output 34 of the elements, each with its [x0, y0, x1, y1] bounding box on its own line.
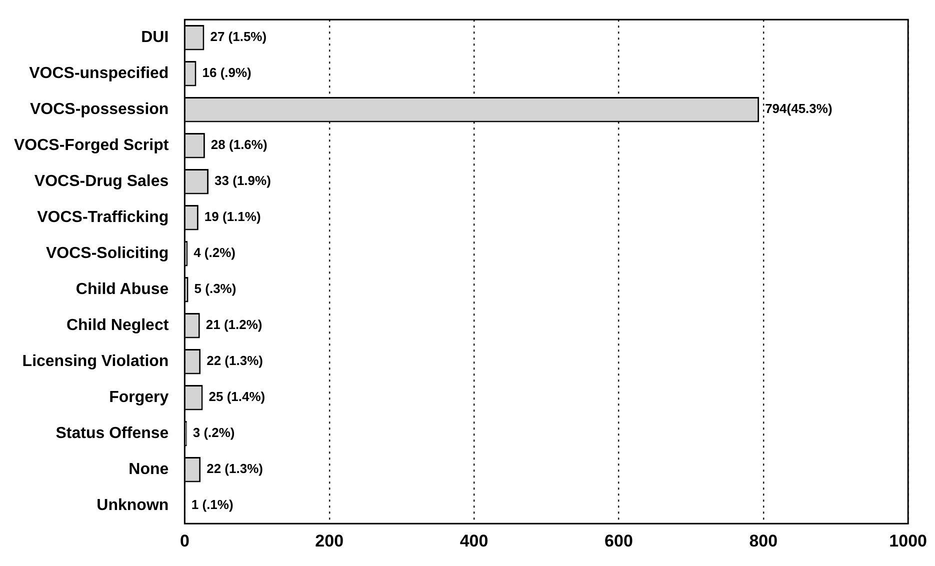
x-tick-label: 800 [749, 531, 778, 550]
data-label: 33 (1.9%) [214, 173, 271, 188]
data-label: 16 (.9%) [202, 65, 252, 80]
y-tick-label: Unknown [96, 497, 169, 514]
y-tick-label: Licensing Violation [22, 353, 169, 370]
y-tick-label: Child Neglect [66, 317, 170, 334]
data-label: 21 (1.2%) [206, 317, 262, 332]
y-tick-label: VOCS-Soliciting [46, 245, 169, 262]
y-tick-label: VOCS-unspecified [29, 65, 169, 82]
x-tick-label: 200 [315, 531, 344, 550]
data-label: 3 (.2%) [192, 425, 235, 440]
y-tick-label: DUI [141, 29, 169, 46]
y-tick-label: VOCS-Drug Sales [34, 173, 169, 190]
y-tick-label: None [128, 461, 169, 478]
x-tick-label: 400 [460, 531, 488, 550]
data-label: 25 (1.4%) [208, 389, 266, 404]
y-tick-label: VOCS-Trafficking [37, 209, 169, 226]
y-tick-label: Forgery [109, 389, 169, 406]
x-tick-label: 0 [180, 531, 190, 550]
data-label: 28 (1.6%) [210, 137, 268, 152]
data-label: 794(45.3%) [765, 101, 832, 116]
y-tick-label: Child Abuse [76, 281, 169, 298]
data-label: 22 (1.3%) [206, 461, 263, 476]
data-label: 27 (1.5%) [210, 29, 267, 44]
data-label: 4 (.2%) [194, 245, 236, 260]
x-tick-label: 600 [604, 531, 633, 550]
y-tick-label: VOCS-possession [30, 101, 169, 118]
data-label: 19 (1.1%) [204, 209, 261, 224]
x-tick-label: 1000 [889, 531, 928, 550]
y-tick-label: VOCS-Forged Script [14, 137, 170, 154]
y-tick-label: Status Offense [56, 425, 169, 442]
data-label: 1 (.1%) [191, 497, 234, 512]
data-label: 5 (.3%) [194, 281, 236, 296]
data-label: 22 (1.3%) [206, 353, 263, 368]
